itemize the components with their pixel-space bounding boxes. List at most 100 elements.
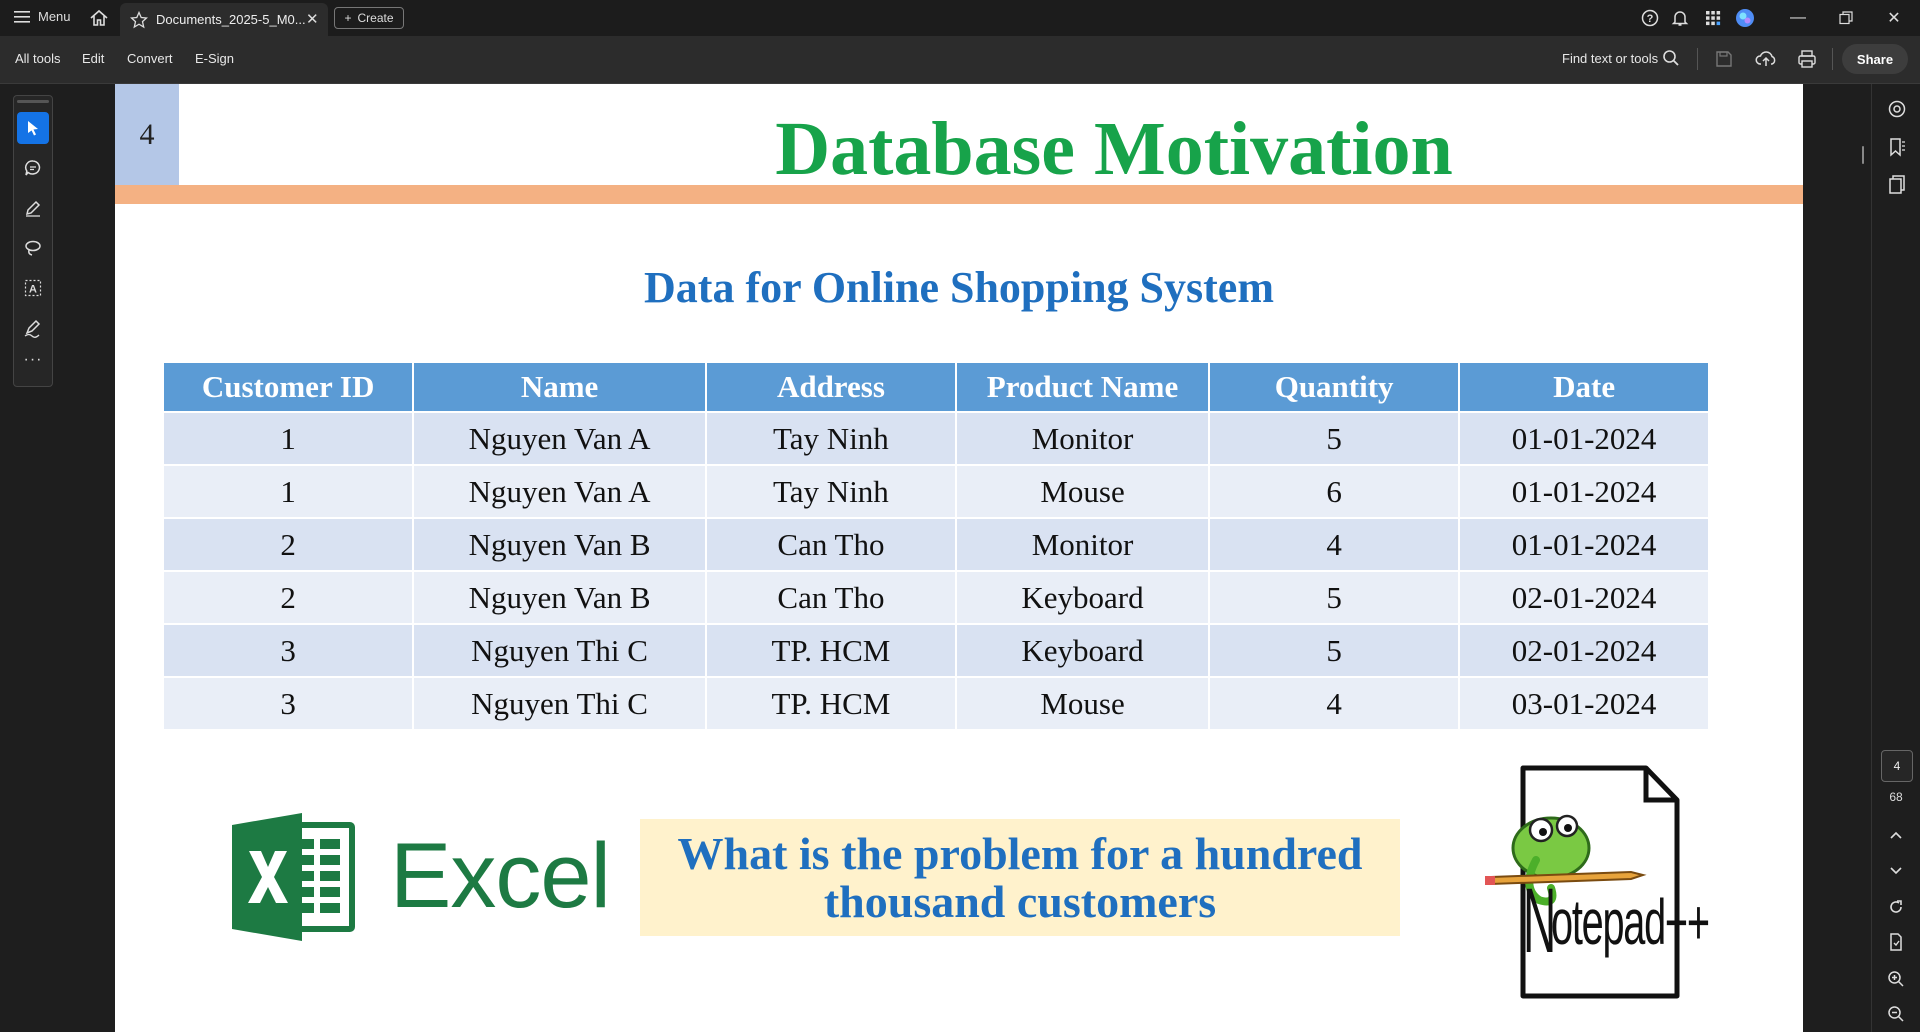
table-header-row: Customer ID Name Address Product Name Qu…: [164, 363, 1708, 411]
close-window-icon[interactable]: ✕: [1887, 10, 1901, 27]
table-cell: 3: [164, 678, 413, 729]
bell-icon[interactable]: [1670, 8, 1690, 28]
menu-divider: [1697, 48, 1698, 70]
table-cell: 3: [164, 625, 413, 676]
table-cell: 03-01-2024: [1460, 678, 1708, 729]
callout-line-2: thousand customers: [823, 875, 1217, 927]
pages-icon[interactable]: [1886, 174, 1908, 196]
column-header: Quantity: [1210, 363, 1459, 411]
table-row: 3 Nguyen Thi C TP. HCM Keyboard 5 02-01-…: [164, 625, 1708, 676]
tool-palette: A ···: [13, 95, 53, 387]
upload-icon[interactable]: [1755, 48, 1777, 70]
save-icon[interactable]: [1714, 49, 1734, 69]
create-button[interactable]: + Create: [334, 7, 404, 29]
close-icon[interactable]: ✕: [306, 11, 319, 28]
notepad-initial: N: [1523, 870, 1556, 972]
menu-all-tools[interactable]: All tools: [15, 51, 61, 66]
menu-e-sign[interactable]: E-Sign: [195, 51, 235, 66]
table-cell: Nguyen Thi C: [414, 678, 705, 729]
table-row: 1 Nguyen Van A Tay Ninh Monitor 5 01-01-…: [164, 413, 1708, 464]
column-header: Address: [706, 363, 955, 411]
share-button[interactable]: Share: [1842, 44, 1908, 74]
table-cell: 01-01-2024: [1460, 466, 1708, 517]
table-cell: Keyboard: [956, 625, 1209, 676]
plus-icon: +: [344, 11, 352, 25]
right-rail: [1871, 84, 1920, 1032]
table-cell: Monitor: [956, 519, 1209, 570]
comment-tool[interactable]: [17, 152, 49, 184]
table-cell: 5: [1210, 572, 1459, 623]
print-icon[interactable]: [1796, 48, 1818, 70]
comment-icon: [25, 160, 41, 176]
current-page-input[interactable]: 4: [1881, 750, 1913, 782]
table-cell: 02-01-2024: [1460, 572, 1708, 623]
data-table: Customer ID Name Address Product Name Qu…: [162, 361, 1710, 731]
table-cell: 02-01-2024: [1460, 625, 1708, 676]
search-icon[interactable]: [1662, 49, 1680, 67]
table-cell: 4: [1210, 519, 1459, 570]
table-row: 2 Nguyen Van B Can Tho Monitor 4 01-01-2…: [164, 519, 1708, 570]
table-cell: Nguyen Van B: [414, 519, 705, 570]
lasso-tool[interactable]: [17, 232, 49, 264]
scroll-thumb[interactable]: [1862, 146, 1864, 164]
chevron-down-icon[interactable]: [1886, 860, 1906, 880]
table-cell: 01-01-2024: [1460, 519, 1708, 570]
table-cell: TP. HCM: [706, 678, 955, 729]
bookmark-icon[interactable]: [1886, 136, 1908, 158]
avatar-icon[interactable]: [1735, 8, 1755, 28]
column-header: Name: [414, 363, 705, 411]
menu-button[interactable]: Menu: [14, 9, 71, 24]
text-select-icon: A: [24, 279, 42, 297]
page-fit-icon[interactable]: [1886, 932, 1906, 952]
menu-convert[interactable]: Convert: [127, 51, 173, 66]
slide-number: 4: [115, 84, 179, 185]
question-callout: What is the problem for a hundred thousa…: [640, 819, 1400, 936]
table-cell: Keyboard: [956, 572, 1209, 623]
help-icon[interactable]: ?: [1640, 8, 1660, 28]
table-cell: 1: [164, 413, 413, 464]
table-cell: Nguyen Van A: [414, 413, 705, 464]
menu-icon: [14, 10, 30, 23]
apps-icon[interactable]: [1703, 8, 1723, 28]
table-cell: Nguyen Thi C: [414, 625, 705, 676]
star-icon[interactable]: [130, 11, 148, 29]
table-cell: 2: [164, 519, 413, 570]
vertical-scrollbar[interactable]: [1803, 84, 1871, 1032]
column-header: Customer ID: [164, 363, 413, 411]
svg-text:?: ?: [1647, 13, 1654, 25]
sign-icon: [24, 319, 41, 338]
palette-handle[interactable]: [17, 100, 49, 103]
text-select-tool[interactable]: A: [17, 272, 49, 304]
minimize-icon[interactable]: —: [1790, 9, 1806, 26]
table-cell: 2: [164, 572, 413, 623]
slide-title: Database Motivation: [775, 107, 1453, 191]
refresh-icon[interactable]: [1886, 897, 1906, 917]
chevron-up-icon[interactable]: [1886, 826, 1906, 846]
table-cell: 5: [1210, 413, 1459, 464]
more-icon[interactable]: ···: [23, 351, 43, 368]
notepad-document-icon: [1485, 765, 1680, 999]
comments-panel-icon[interactable]: [1886, 98, 1908, 120]
slide-subtitle: Data for Online Shopping System: [644, 263, 1274, 312]
restore-icon[interactable]: [1834, 6, 1858, 30]
notepad-plus-plus-logo: N otepad++: [1481, 760, 1731, 1005]
select-tool[interactable]: [17, 112, 49, 144]
column-header: Date: [1460, 363, 1708, 411]
select-icon: [28, 121, 38, 136]
find-text-or-tools[interactable]: Find text or tools: [1562, 51, 1659, 66]
sign-tool[interactable]: [17, 312, 49, 344]
table-cell: 5: [1210, 625, 1459, 676]
table-cell: Can Tho: [706, 519, 955, 570]
document-tab[interactable]: Documents_2025-5_M0... ✕: [120, 3, 328, 36]
home-icon[interactable]: [88, 7, 110, 29]
zoom-out-icon[interactable]: [1886, 1004, 1906, 1024]
title-underline-bar: [115, 185, 1803, 204]
title-bar: Menu Documents_2025-5_M0... ✕ + Create ?…: [0, 0, 1920, 36]
excel-logo-icon: [232, 813, 355, 941]
total-pages: 68: [1889, 790, 1903, 804]
draw-tool[interactable]: [17, 192, 49, 224]
zoom-in-icon[interactable]: [1886, 969, 1906, 989]
table-cell: TP. HCM: [706, 625, 955, 676]
table-cell: Tay Ninh: [706, 413, 955, 464]
menu-edit[interactable]: Edit: [82, 51, 105, 66]
